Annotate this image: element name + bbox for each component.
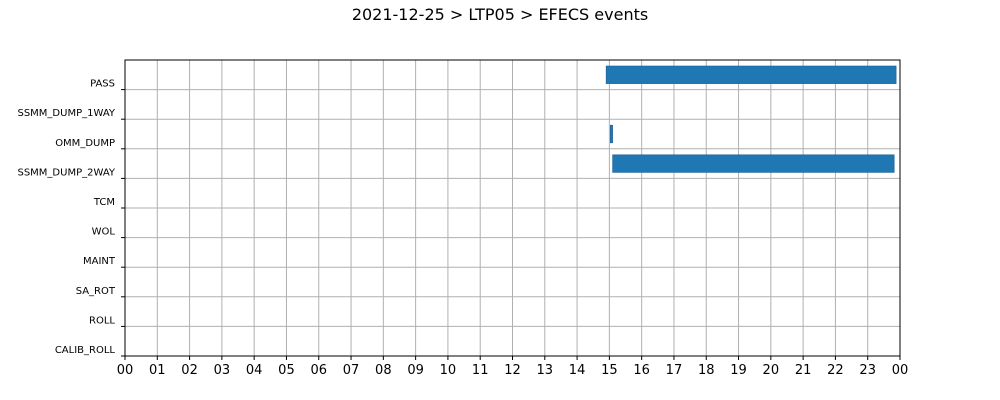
x-tick-label: 23 [859, 363, 876, 378]
y-tick-label-pass: PASS [90, 79, 115, 90]
x-tick-label: 10 [440, 363, 457, 378]
x-tick-label: 01 [149, 363, 166, 378]
event-bar-pass [605, 65, 897, 84]
event-bars [605, 65, 897, 173]
x-tick-label: 06 [310, 363, 327, 378]
x-tick-label: 09 [407, 363, 424, 378]
y-tick-label-omm-dump: OMM_DUMP [55, 138, 115, 149]
y-tick-label-ssmm-dump-2way: SSMM_DUMP_2WAY [17, 167, 115, 178]
x-tick-label: 13 [537, 363, 554, 378]
x-tick-label: 05 [278, 363, 295, 378]
y-tick-label-maint: MAINT [83, 256, 116, 267]
x-tick-label: 11 [472, 363, 489, 378]
grid-lines [124, 60, 901, 356]
x-tick-label: 19 [730, 363, 747, 378]
event-bar-ssmm-dump-2way [612, 154, 895, 173]
x-tick-label: 07 [343, 363, 360, 378]
x-tick-label: 00 [117, 363, 134, 378]
x-tick-label: 04 [246, 363, 263, 378]
x-tick-label: 17 [666, 363, 683, 378]
x-tick-label: 15 [601, 363, 618, 378]
x-tick-label: 20 [763, 363, 780, 378]
x-tick-label: 14 [569, 363, 586, 378]
y-tick-label-roll: ROLL [89, 315, 115, 326]
y-tick-label-calib-roll: CALIB_ROLL [55, 345, 116, 356]
x-tick-label: 00 [892, 363, 909, 378]
x-tick-label: 16 [633, 363, 650, 378]
x-tick-label: 12 [504, 363, 521, 378]
y-tick-label-sa-rot: SA_ROT [76, 286, 116, 297]
x-tick-label: 18 [698, 363, 715, 378]
x-tick-label: 21 [795, 363, 812, 378]
event-bar-omm-dump [610, 124, 613, 144]
x-tick-label: 08 [375, 363, 392, 378]
chart-title: 2021-12-25 > LTP05 > EFECS events [351, 5, 649, 24]
y-tick-label-wol: WOL [92, 227, 116, 238]
x-tick-label: 02 [181, 363, 198, 378]
x-axis: 00 01 02 03 04 05 06 07 08 09 10 11 12 13 14 15 16 17 18 19… [117, 356, 909, 378]
x-tick-label: 03 [214, 363, 231, 378]
x-tick-label: 22 [827, 363, 844, 378]
y-axis: PASS SSMM_DUMP_1WAY OMM_DUMP SSMM_DUMP_2WAY… [17, 79, 125, 357]
y-tick-label-tcm: TCM [93, 197, 115, 208]
y-tick-label-ssmm-dump-1way: SSMM_DUMP_1WAY [17, 108, 115, 119]
